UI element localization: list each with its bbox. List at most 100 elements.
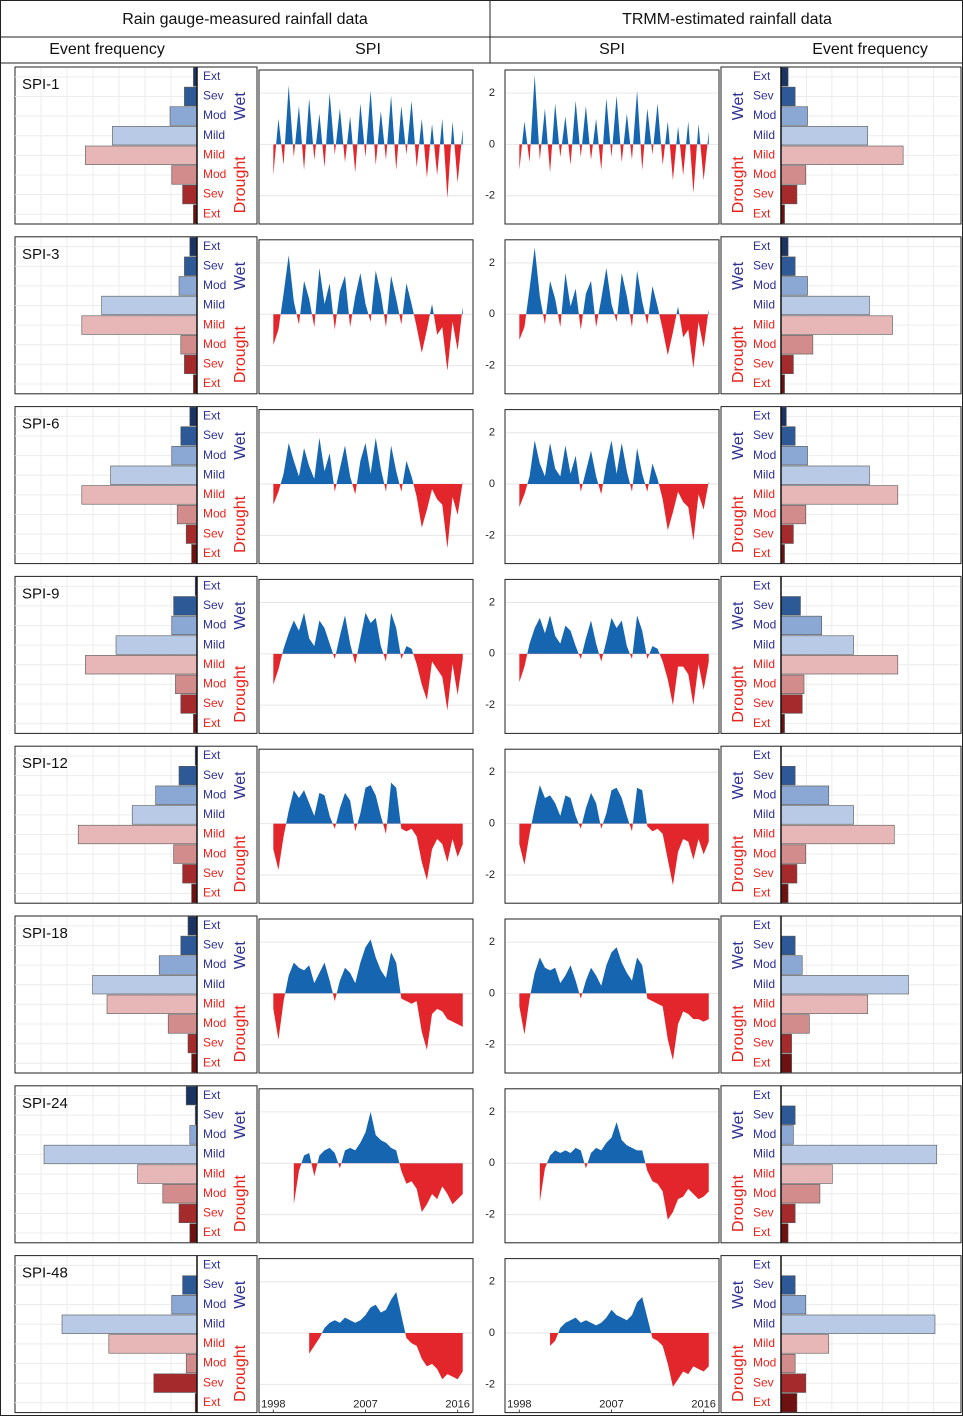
category-label: Sev [203, 696, 224, 710]
category-label: Mild [203, 1336, 225, 1350]
y-tick-label: -2 [485, 1208, 495, 1220]
bar [780, 1314, 936, 1334]
category-label: Mild [203, 147, 225, 161]
bar [171, 165, 198, 185]
category-label: Sev [753, 357, 774, 371]
bar [184, 86, 198, 107]
category-label: Sev [753, 1375, 774, 1389]
category-label: Ext [203, 409, 221, 423]
category-label: Mild [753, 807, 775, 821]
group-label: Wet [730, 261, 747, 290]
x-tick-label: 2016 [445, 1399, 469, 1411]
category-label: Mod [203, 337, 226, 351]
bar [780, 1105, 796, 1125]
bar [155, 785, 198, 805]
category-label: Ext [203, 376, 221, 390]
bar [780, 824, 895, 845]
bar [187, 1033, 198, 1054]
category-label: Mild [753, 298, 775, 312]
y-tick-label: 2 [489, 1106, 495, 1118]
category-label: Mod [753, 448, 776, 462]
panel-frame [720, 745, 962, 904]
area-positive [273, 939, 463, 994]
bar [189, 237, 198, 257]
group-label: Drought [232, 1005, 249, 1062]
y-tick-label: -2 [485, 190, 495, 202]
bar [176, 504, 198, 525]
group-label: Drought [232, 835, 249, 892]
category-label: Ext [753, 376, 771, 390]
bar [780, 615, 823, 636]
bar [780, 694, 803, 714]
category-label: Mild [203, 128, 225, 142]
bar [780, 184, 798, 205]
bar [780, 276, 808, 296]
y-tick-label: 2 [489, 1276, 495, 1288]
area-negative [293, 1163, 463, 1212]
panel-title: SPI-9 [22, 585, 60, 602]
y-tick-label: 0 [489, 818, 495, 830]
category-label: Mod [753, 618, 776, 632]
area-positive [519, 75, 709, 145]
panel-frame [720, 1085, 962, 1244]
category-label: Sev [203, 1375, 224, 1389]
group-label: Wet [232, 771, 249, 800]
bar [780, 1144, 938, 1165]
category-label: Ext [203, 716, 221, 730]
bar [184, 354, 198, 374]
area-negative [309, 1333, 463, 1380]
category-label: Mild [203, 467, 225, 481]
category-label: Mild [203, 977, 225, 991]
bar [780, 1203, 796, 1223]
column-title: Event frequency [812, 41, 928, 58]
area-positive [293, 1111, 463, 1164]
category-label: Sev [203, 187, 224, 201]
category-label: Mild [753, 467, 775, 481]
category-label: Mild [753, 977, 775, 991]
bar [101, 295, 198, 316]
bar [780, 635, 854, 655]
category-label: Mod [753, 957, 776, 971]
area-negative [519, 314, 709, 369]
area-positive [539, 1122, 709, 1164]
bar [780, 1125, 794, 1145]
category-label: Ext [753, 748, 771, 762]
x-tick-label: 1998 [261, 1399, 285, 1411]
header-title: TRMM-estimated rainfall data [622, 11, 832, 28]
bar [780, 955, 803, 975]
bar [43, 1144, 198, 1165]
category-label: Sev [203, 866, 224, 880]
area-negative [550, 1333, 709, 1387]
bar [780, 655, 899, 675]
group-label: Drought [730, 495, 747, 552]
area-positive [273, 437, 463, 485]
bar [178, 1203, 198, 1223]
bar [780, 145, 904, 165]
category-label: Sev [753, 768, 774, 782]
category-label: Ext [203, 1225, 221, 1239]
bar [81, 485, 198, 505]
category-label: Mod [753, 507, 776, 521]
bar [173, 596, 198, 616]
panel-frame [720, 66, 962, 225]
area-negative [273, 484, 463, 549]
bar [780, 295, 870, 316]
panel-frame [720, 236, 962, 395]
bar [137, 1164, 198, 1184]
bar [189, 1223, 198, 1243]
category-label: Ext [753, 546, 771, 560]
y-tick-label: 0 [489, 648, 495, 660]
category-label: Mod [203, 108, 226, 122]
category-label: Mild [203, 657, 225, 671]
bar [780, 975, 909, 995]
panel-frame [720, 406, 962, 565]
category-label: Mild [753, 1336, 775, 1350]
area-negative [273, 314, 462, 371]
bar [780, 1033, 792, 1054]
group-label: Drought [730, 835, 747, 892]
group-label: Drought [730, 326, 747, 383]
category-label: Mod [753, 1356, 776, 1370]
category-label: Mild [203, 298, 225, 312]
bar [780, 485, 899, 505]
bar [191, 883, 198, 904]
